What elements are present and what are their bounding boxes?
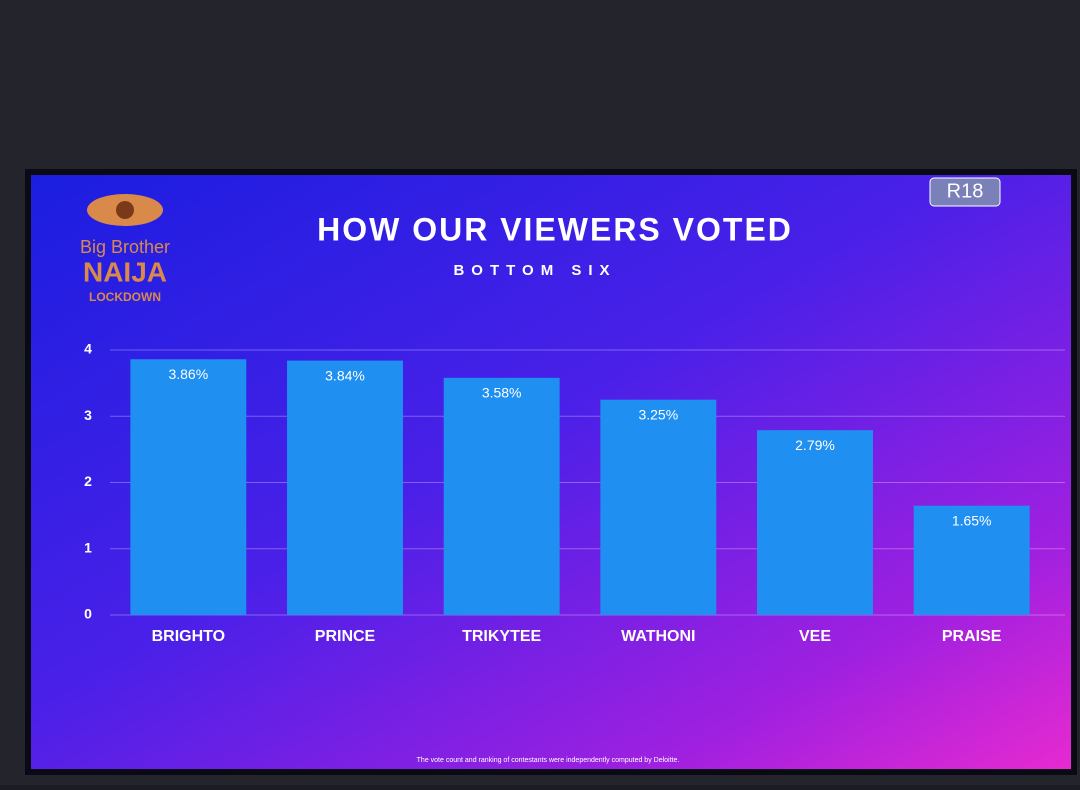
bar — [600, 399, 717, 615]
chart-subtitle: BOTTOM SIX — [453, 262, 616, 279]
value-label: 3.25% — [638, 406, 678, 422]
value-label: 3.58% — [482, 385, 522, 401]
x-tick-label: PRINCE — [315, 628, 376, 645]
y-tick-label: 3 — [84, 407, 92, 423]
logo-line2: NAIJA — [83, 256, 167, 287]
x-tick-label: VEE — [799, 628, 831, 645]
value-label: 3.84% — [325, 367, 365, 383]
x-tick-label: TRIKYTEE — [462, 628, 541, 645]
value-label: 3.86% — [168, 366, 208, 382]
footnote: The vote count and ranking of contestant… — [417, 757, 680, 764]
logo-line1: Big Brother — [80, 237, 170, 257]
value-label: 1.65% — [952, 512, 992, 528]
value-label: 2.79% — [795, 437, 835, 453]
bar — [287, 360, 403, 615]
logo: Big Brother NAIJA LOCKDOWN — [80, 194, 170, 304]
bar — [130, 359, 247, 615]
logo-line3: LOCKDOWN — [89, 290, 161, 304]
y-tick-label: 4 — [84, 341, 92, 357]
x-tick-label: BRIGHTO — [152, 628, 225, 645]
badge-box — [929, 177, 1001, 207]
x-tick-label: WATHONI — [621, 628, 695, 645]
chart-title: HOW OUR VIEWERS VOTED — [317, 211, 793, 247]
y-tick-label: 1 — [84, 539, 92, 555]
y-tick-label: 0 — [84, 606, 92, 622]
bar — [757, 430, 873, 615]
badge: R18 — [947, 180, 984, 202]
bar — [913, 505, 1030, 615]
y-tick-label: 2 — [84, 473, 92, 489]
x-tick-label: PRAISE — [942, 628, 1002, 645]
logo-pupil — [116, 201, 134, 219]
bar — [443, 377, 560, 615]
